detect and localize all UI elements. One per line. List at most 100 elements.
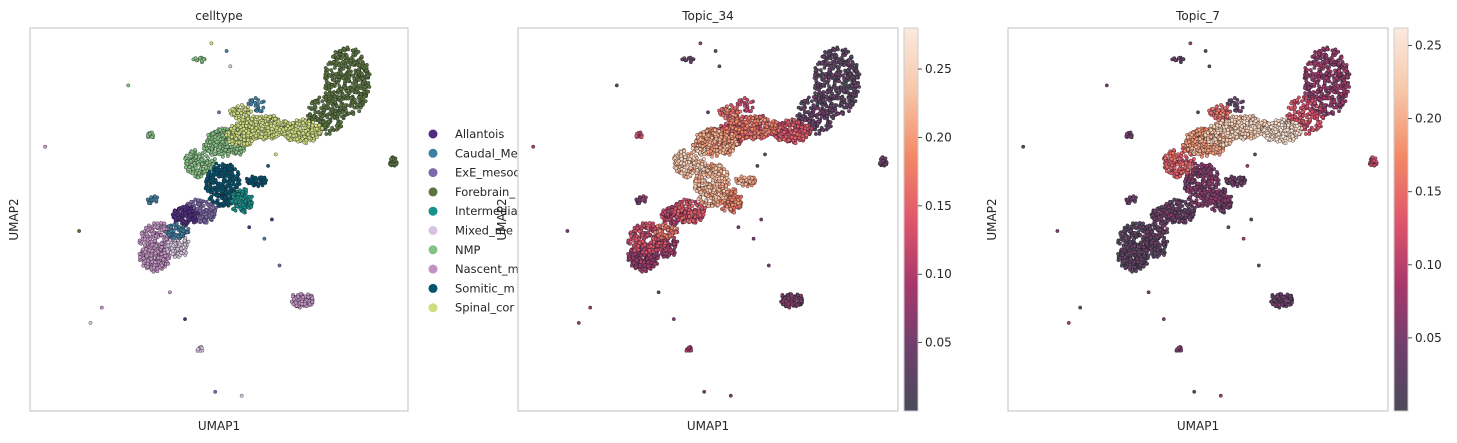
scatter-point [228,166,233,171]
legend-marker [428,245,438,255]
scatter-point [141,260,146,265]
scatter-point [220,133,225,138]
scatter-point [244,124,249,128]
scatter-point [177,242,182,247]
scatter-point [333,50,338,54]
scatter-point [281,127,286,132]
scatter-point [820,83,825,87]
scatter-point [820,61,825,65]
scatter-point [148,237,153,241]
scatter-point [657,241,661,245]
scatter-point [241,148,246,153]
scatter-point [213,389,218,394]
scatter-point [143,243,147,248]
scatter-point [144,247,148,251]
scatter-point [631,238,636,243]
scatter-point [838,60,843,64]
scatter-point [145,197,150,202]
scatter-point [300,117,305,122]
scatter-point [347,90,352,95]
scatter-point [301,295,305,300]
scatter-point [340,60,345,65]
scatter-point [152,239,157,243]
scatter-point [238,146,243,151]
scatter-point [828,120,833,125]
scatter-point [181,204,185,209]
scatter-point [637,264,642,269]
y-axis-label: UMAP2 [7,198,21,240]
scatter-point [841,97,846,102]
scatter-point [880,155,884,160]
scatter-point [168,290,172,295]
scatter-point [672,220,677,225]
scatter-point [672,242,677,246]
scatter-point [795,302,799,307]
scatter-point [367,85,372,89]
scatter-point [310,106,314,110]
scatter-point [817,107,822,111]
scatter-point [683,210,687,215]
scatter-point [637,241,642,245]
scatter-point [218,182,223,186]
scatter-point [211,204,216,209]
scatter-point [194,154,198,159]
scatter-point [631,260,636,265]
scatter-point [192,161,197,166]
scatter-point [738,102,743,107]
scatter-point [276,119,281,124]
scatter-point [353,97,357,102]
scatter-point [236,104,240,109]
scatter-point [565,229,570,233]
scatter-point [742,103,747,108]
scatter-point [154,198,159,203]
scatter-point [321,108,326,113]
scatter-point [145,254,149,258]
scatter-point [207,184,212,189]
scatter-point [145,264,150,269]
scatter-point [853,99,858,103]
scatter-point [817,128,822,133]
scatter-point [256,102,260,106]
scatter-point [301,131,306,136]
scatter-point [143,237,147,241]
scatter-point [215,136,220,141]
scatter-point [254,177,259,182]
scatter-point [225,144,230,149]
scatter-point [742,96,747,100]
scatter-point [358,83,362,88]
scatter-point [277,263,282,268]
scatter-point [310,123,315,128]
scatter-point [689,348,694,353]
scatter-point [841,54,845,58]
scatter-point [204,182,209,186]
scatter-point [241,115,246,120]
scatter-point [177,215,181,220]
scatter-point [161,257,166,262]
scatter-point [208,139,213,144]
scatter-point [198,216,203,220]
scatter-point [215,198,220,202]
scatter-point [359,92,363,97]
scatter-point [364,68,369,73]
scatter-point [214,167,219,172]
scatter-point [823,72,828,76]
scatter-point [576,321,581,325]
scatter-point [635,226,640,231]
scatter-point [823,75,828,80]
scatter-point [351,52,356,57]
scatter-point [236,180,240,184]
scatter-point [327,132,332,136]
scatter-point [828,56,832,61]
scatter-point [307,302,312,307]
scatter-point [698,218,703,222]
scatter-point [144,231,149,236]
scatter-point [219,152,224,156]
scatter-point [350,100,355,105]
scatter-point [817,132,822,136]
scatter-point [43,144,47,149]
scatter-point [820,127,825,132]
scatter-point [312,114,316,119]
scatter-point [233,167,237,171]
legend-marker [428,264,438,274]
scatter-point [183,211,188,216]
